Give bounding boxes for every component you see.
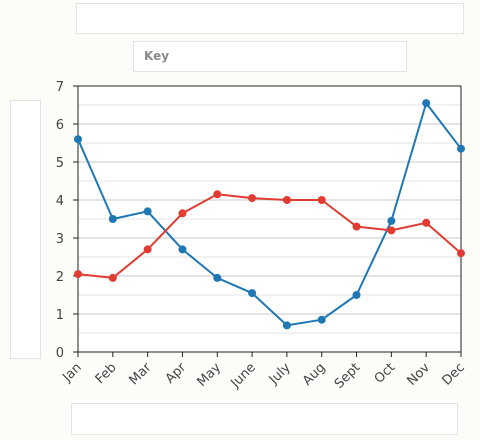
data-point [178,245,187,254]
data-point [317,315,326,324]
data-point [108,215,117,223]
x-tick-label: June [228,360,259,391]
data-point [108,273,117,282]
y-tick-label: 2 [56,270,64,285]
data-point [422,218,431,227]
legend-box: Key [133,41,407,72]
x-axis-label-box [71,403,458,435]
data-point [282,321,291,330]
series-2 [74,190,465,282]
data-point [317,196,326,204]
x-tick-label: Mar [127,360,155,388]
y-tick-label: 0 [56,346,64,361]
data-point [213,273,222,282]
y-tick-label: 3 [56,232,64,247]
x-tick-labels: Jan Feb Mar Apr May June July Aug Sept Oct Nov Dec [59,352,468,392]
y-tick-label: 4 [56,194,64,209]
data-point [248,194,257,203]
x-tick-label: Jan [59,360,84,385]
x-tick-label: May [194,360,224,390]
data-point [213,190,222,199]
y-tick-label: 6 [56,118,64,133]
data-point [74,135,82,144]
x-tick-label: Oct [372,360,399,387]
data-point [352,222,361,231]
data-point [282,196,291,204]
legend-title: Key [144,49,170,63]
x-tick-label: Dec [439,360,467,388]
data-point [352,291,361,299]
data-point [422,99,431,108]
y-tick-label: 7 [56,80,64,95]
y-tick-labels: 0 1 2 3 4 5 6 7 [56,80,78,361]
plot-frame [77,85,462,353]
series-line [77,193,462,279]
data-point [457,144,465,153]
series-line [77,102,462,327]
data-point [143,207,152,216]
x-tick-label: Apr [163,360,190,387]
x-tick-label: Feb [93,360,120,387]
y-tick-label: 5 [56,156,64,171]
data-point [74,270,82,279]
axes [77,85,462,353]
series-lines [74,99,465,330]
data-point [178,209,187,218]
series-1 [74,99,465,330]
x-tick-label: July [266,360,294,388]
x-tick-label: Sept [332,360,364,392]
data-point [457,249,465,258]
x-tick-label: Nov [404,360,433,389]
data-point [143,245,152,254]
y-axis-label-box [10,100,41,359]
data-point [387,216,396,225]
data-point [248,289,257,298]
x-tick-label: Aug [300,360,329,389]
y-tick-label: 1 [56,308,64,323]
data-point [387,226,396,235]
chart-title-box [76,3,464,34]
